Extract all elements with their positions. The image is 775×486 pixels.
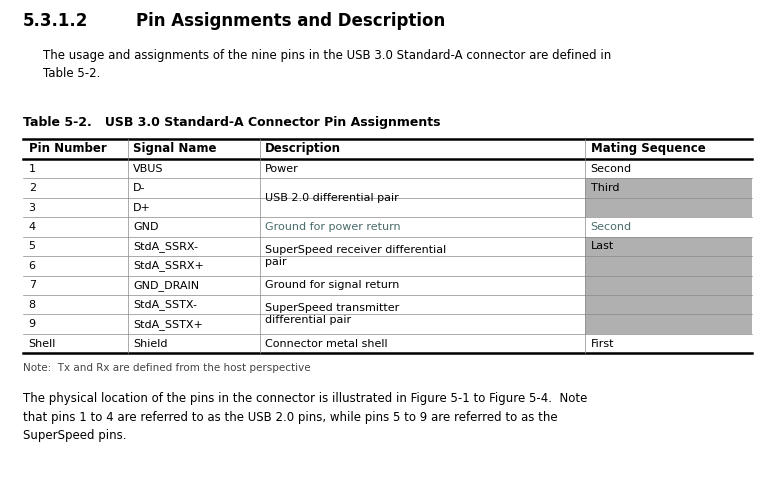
- Bar: [585, 314, 752, 334]
- Text: Shell: Shell: [29, 339, 56, 348]
- Text: StdA_SSTX+: StdA_SSTX+: [133, 319, 203, 330]
- Text: First: First: [591, 339, 614, 348]
- Text: Third: Third: [591, 183, 619, 193]
- Text: 3: 3: [29, 203, 36, 212]
- Text: 5.3.1.2: 5.3.1.2: [23, 12, 88, 30]
- Text: 9: 9: [29, 319, 36, 329]
- Text: The physical location of the pins in the connector is illustrated in Figure 5-1 : The physical location of the pins in the…: [23, 392, 587, 442]
- Text: D-: D-: [133, 183, 146, 193]
- Text: Pin Number: Pin Number: [29, 142, 106, 155]
- Text: Ground for power return: Ground for power return: [265, 222, 401, 232]
- Text: SuperSpeed receiver differential
pair: SuperSpeed receiver differential pair: [265, 245, 446, 267]
- Text: 8: 8: [29, 300, 36, 310]
- Text: Note:  Tx and Rx are defined from the host perspective: Note: Tx and Rx are defined from the hos…: [23, 363, 311, 373]
- Bar: [585, 198, 752, 217]
- Text: 2: 2: [29, 183, 36, 193]
- Bar: [585, 276, 752, 295]
- Text: Connector metal shell: Connector metal shell: [265, 339, 388, 348]
- Bar: [585, 295, 752, 314]
- Bar: [585, 178, 752, 198]
- Text: Second: Second: [591, 222, 632, 232]
- Text: Last: Last: [591, 242, 614, 251]
- Text: Power: Power: [265, 164, 299, 174]
- Text: SuperSpeed transmitter
differential pair: SuperSpeed transmitter differential pair: [265, 303, 399, 326]
- Bar: [585, 237, 752, 256]
- Text: 5: 5: [29, 242, 36, 251]
- Text: Mating Sequence: Mating Sequence: [591, 142, 705, 155]
- Text: D+: D+: [133, 203, 151, 212]
- Text: Ground for signal return: Ground for signal return: [265, 280, 399, 290]
- Text: 6: 6: [29, 261, 36, 271]
- Text: Description: Description: [265, 142, 341, 155]
- Text: Pin Assignments and Description: Pin Assignments and Description: [136, 12, 445, 30]
- Text: GND: GND: [133, 222, 159, 232]
- Text: Table 5-2.   USB 3.0 Standard-A Connector Pin Assignments: Table 5-2. USB 3.0 Standard-A Connector …: [23, 116, 441, 129]
- Bar: [585, 256, 752, 276]
- Text: Second: Second: [591, 164, 632, 174]
- Text: 7: 7: [29, 280, 36, 290]
- Text: USB 2.0 differential pair: USB 2.0 differential pair: [265, 193, 399, 203]
- Text: Shield: Shield: [133, 339, 168, 348]
- Text: 1: 1: [29, 164, 36, 174]
- Text: The usage and assignments of the nine pins in the USB 3.0 Standard-A connector a: The usage and assignments of the nine pi…: [43, 49, 611, 80]
- Text: VBUS: VBUS: [133, 164, 164, 174]
- Text: GND_DRAIN: GND_DRAIN: [133, 280, 199, 291]
- Text: Signal Name: Signal Name: [133, 142, 217, 155]
- Text: StdA_SSRX-: StdA_SSRX-: [133, 241, 198, 252]
- Text: StdA_SSRX+: StdA_SSRX+: [133, 260, 204, 271]
- Text: StdA_SSTX-: StdA_SSTX-: [133, 299, 198, 310]
- Text: 4: 4: [29, 222, 36, 232]
